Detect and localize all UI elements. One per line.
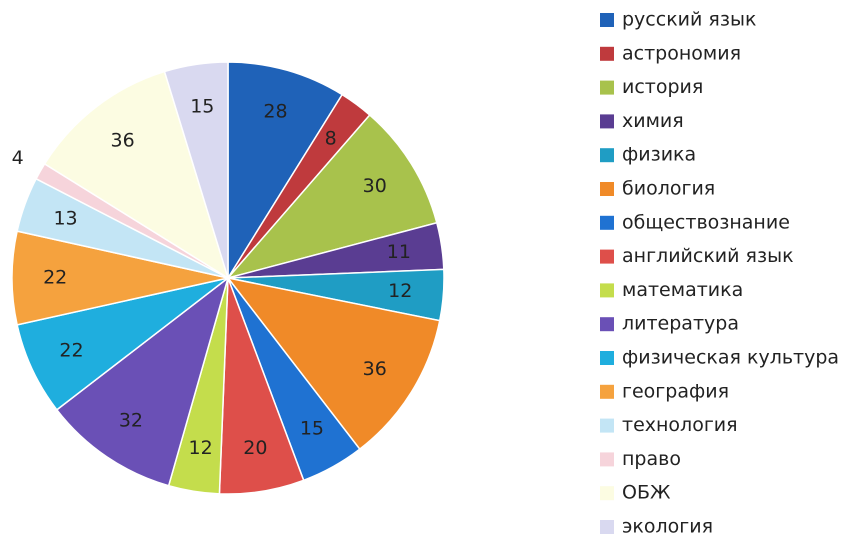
data-label: 15: [190, 96, 214, 118]
legend-swatch: [600, 283, 614, 298]
legend-swatch: [600, 249, 614, 264]
data-label: 12: [189, 437, 213, 459]
legend-swatch: [600, 148, 614, 163]
data-label: 32: [119, 409, 143, 431]
legend-label: биология: [622, 178, 715, 200]
legend-swatch: [600, 520, 614, 534]
legend-swatch: [600, 486, 614, 501]
legend-swatch: [600, 215, 614, 230]
legend-swatch: [600, 317, 614, 332]
legend-label: математика: [622, 279, 743, 301]
legend-label: обществознание: [622, 211, 790, 233]
legend-label: физика: [622, 144, 696, 166]
data-label: 22: [59, 340, 83, 362]
data-label: 22: [43, 267, 67, 289]
data-label: 4: [12, 147, 24, 169]
data-label: 28: [263, 100, 287, 122]
pie-slice: [227, 61, 344, 281]
pie-slice: [163, 61, 229, 279]
legend-swatch: [600, 182, 614, 196]
legend-label: история: [622, 76, 703, 98]
legend-swatch: [600, 13, 614, 27]
pie-slice: [226, 276, 441, 451]
legend-label: ОБЖ: [622, 482, 671, 504]
data-label: 12: [388, 280, 412, 302]
legend-swatch: [600, 384, 614, 399]
pie-slice: [225, 113, 438, 280]
legend-swatch: [600, 46, 614, 61]
legend-label: литература: [622, 313, 739, 335]
legend-label: география: [622, 380, 729, 402]
data-label: 30: [363, 175, 387, 197]
data-label: 36: [363, 358, 387, 380]
data-label: 13: [53, 208, 77, 230]
legend-label: химия: [622, 110, 684, 132]
legend-label: английский язык: [622, 245, 794, 267]
pie-slice: [55, 276, 230, 487]
legend-swatch: [600, 452, 614, 467]
legend-swatch: [600, 351, 614, 365]
legend-swatch: [600, 114, 614, 129]
legend-label: астрономия: [622, 42, 741, 64]
data-label: 20: [243, 437, 267, 459]
legend-swatch: [600, 80, 614, 95]
data-label: 36: [110, 130, 134, 152]
data-label: 8: [325, 128, 337, 150]
legend-label: технология: [622, 414, 738, 436]
data-label: 11: [387, 241, 411, 263]
legend-label: физическая культура: [622, 347, 839, 369]
pie-slice: [43, 70, 230, 280]
legend-label: экология: [622, 516, 713, 538]
legend-label: русский язык: [622, 9, 756, 31]
data-label: 15: [300, 418, 324, 440]
legend-label: право: [622, 448, 681, 470]
legend-swatch: [600, 418, 614, 433]
